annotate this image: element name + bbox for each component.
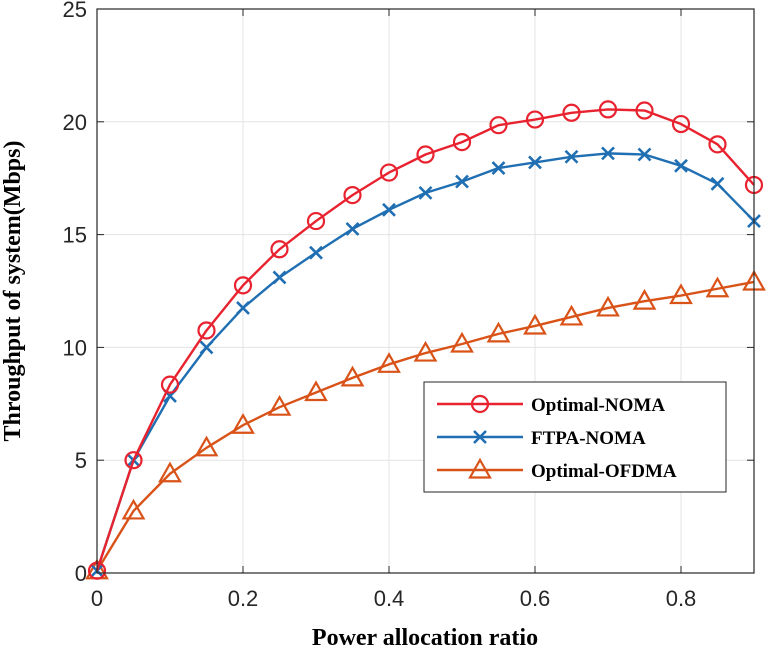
legend-item: FTPA-NOMA [437, 428, 646, 449]
data-point-circle [306, 211, 326, 231]
y-tick-label: 0 [75, 561, 87, 586]
y-tick-label: 10 [63, 335, 87, 360]
data-point-triangle [158, 461, 182, 483]
legend-label: Optimal-OFDMA [531, 461, 677, 482]
data-point-x [528, 155, 542, 170]
legend-marker [473, 430, 487, 444]
data-point-circle [160, 375, 180, 394]
legend-item: Optimal-OFDMA [437, 457, 677, 482]
axes-box [96, 8, 755, 574]
data-point-triangle [340, 365, 365, 387]
data-point-x [564, 149, 579, 164]
data-point-x [637, 147, 652, 162]
x-tick-label: 0.4 [374, 586, 405, 611]
x-tick-label: 0.6 [520, 586, 551, 611]
data-point-circle [708, 135, 727, 154]
y-tick-label: 15 [63, 223, 87, 248]
data-point-circle [233, 276, 253, 295]
data-point-triangle [450, 331, 474, 353]
data-point-circle [416, 145, 435, 164]
y-tick-label: 25 [63, 0, 87, 22]
data-point-triangle [632, 288, 657, 310]
grid-lines [97, 9, 754, 573]
data-point-circle [562, 103, 581, 122]
data-point-triangle [304, 380, 328, 402]
data-point-triangle [486, 321, 511, 343]
legend-label: Optimal-NOMA [531, 395, 665, 416]
data-point-triangle [596, 295, 620, 317]
legend-marker [470, 394, 490, 414]
data-point-triangle [705, 276, 730, 298]
data-point-x [345, 222, 360, 236]
x-tick-label: 0.2 [228, 586, 259, 611]
data-point-triangle [267, 394, 292, 416]
y-tick-label: 5 [75, 448, 87, 473]
data-point-circle [379, 163, 399, 182]
data-point-x [199, 340, 214, 355]
data-point-triangle [194, 435, 219, 457]
axis-ticks: 0 0.2 0.4 0.6 0.8 0 5 10 15 20 25 [63, 0, 754, 611]
y-axis-label: Throughput of system(Mbps) [0, 141, 26, 442]
data-point-circle [270, 240, 289, 259]
data-point-circle [525, 110, 545, 129]
data-point-x [601, 146, 615, 161]
x-tick-label: 0 [91, 586, 103, 611]
data-point-circle [124, 451, 143, 470]
data-point-triangle [669, 283, 693, 305]
data-point-triangle [377, 352, 401, 373]
data-point-circle [197, 321, 216, 340]
data-point-circle [489, 116, 508, 135]
data-point-triangle [523, 313, 547, 335]
series-layer [85, 100, 766, 580]
y-tick-label: 20 [63, 110, 87, 135]
x-tick-label: 0.8 [666, 586, 697, 611]
data-point-circle [343, 186, 362, 205]
series-line [95, 280, 755, 572]
data-point-circle [671, 114, 691, 134]
data-point-x [382, 202, 396, 217]
data-point-x [674, 158, 688, 173]
legend-item: Optimal-NOMA [437, 394, 665, 416]
data-point-circle [635, 101, 654, 120]
data-point-x [236, 301, 250, 315]
legend-marker [468, 457, 492, 479]
series-line [95, 108, 755, 572]
data-point-circle [598, 100, 618, 119]
data-point-triangle [559, 304, 584, 326]
data-point-triangle [121, 498, 146, 520]
data-point-x [309, 245, 323, 260]
data-point-triangle [413, 340, 438, 362]
series-optimal-noma [87, 100, 764, 580]
data-point-triangle [231, 413, 255, 434]
data-point-x [455, 174, 469, 189]
data-point-x [418, 185, 433, 200]
data-point-x [272, 270, 287, 285]
data-point-circle [452, 133, 472, 152]
legend: Optimal-NOMA FTPA-NOMA Optimal-OFDMA [423, 381, 727, 493]
legend-label: FTPA-NOMA [531, 428, 646, 449]
data-point-x [710, 176, 725, 191]
data-point-x [491, 161, 506, 175]
x-axis-label: Power allocation ratio [312, 625, 538, 651]
